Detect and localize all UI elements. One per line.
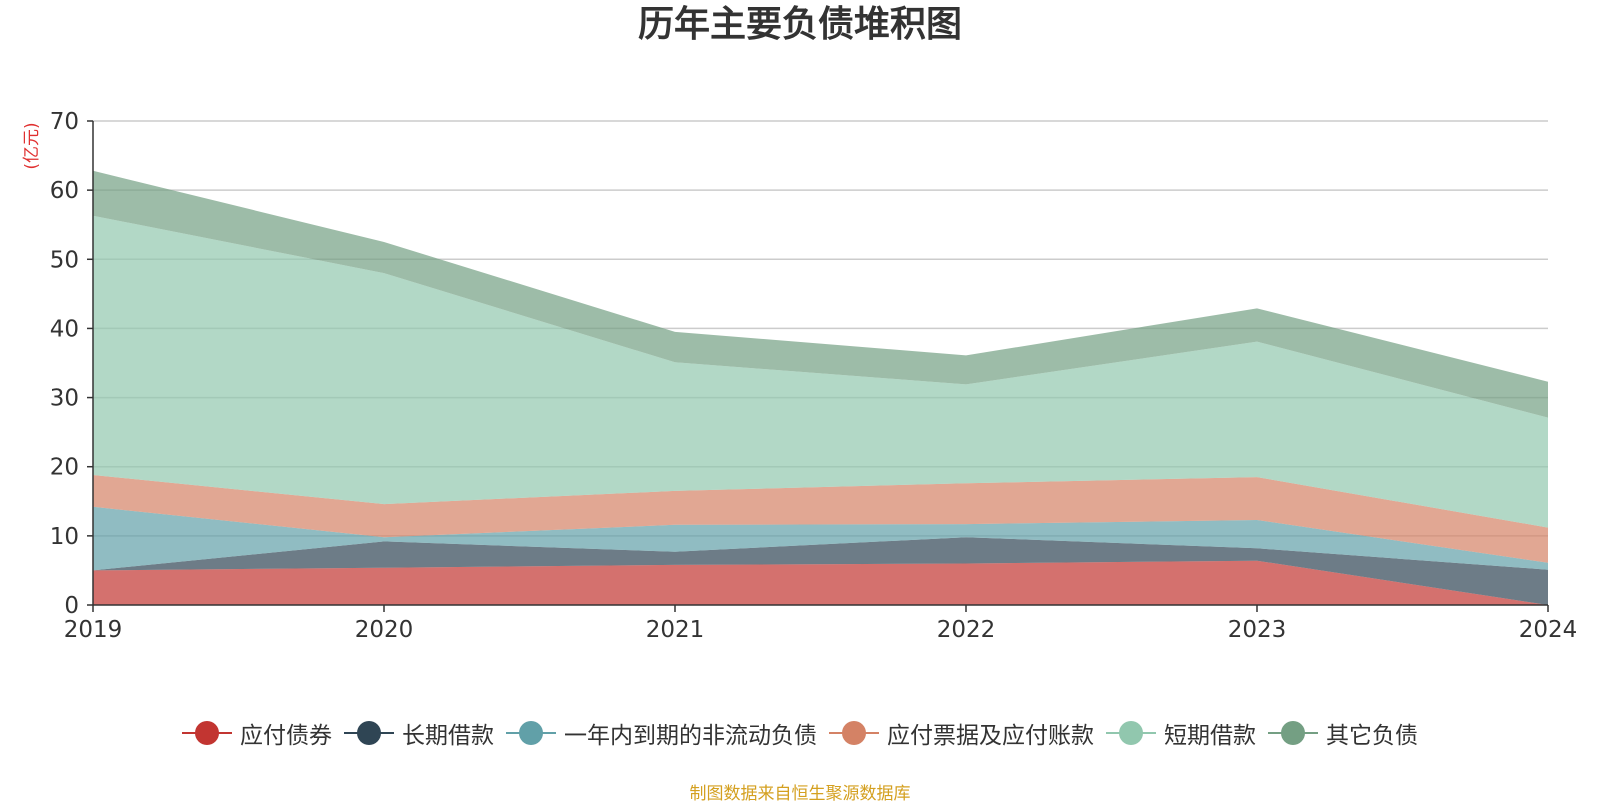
y-tick-label: 0 [64,593,79,619]
legend-item[interactable]: 其它负债 [1268,716,1418,750]
y-tick-label: 70 [50,109,79,135]
x-tick-label: 2023 [1228,617,1287,643]
legend-label: 应付债券 [240,723,332,749]
legend-marker-icon [1268,719,1318,747]
y-axis-unit-label: (亿元) [22,122,42,169]
x-tick-label: 2022 [937,617,996,643]
x-tick-label: 2024 [1519,617,1578,643]
legend-dot [195,721,219,745]
legend-item[interactable]: 长期借款 [344,716,494,750]
legend-item[interactable]: 一年内到期的非流动负债 [506,716,817,750]
area-2 [93,506,1548,571]
area-3 [93,475,1548,563]
legend-dot [519,721,543,745]
legend-dot [357,721,381,745]
legend-label: 长期借款 [402,723,494,749]
legend-dot [842,721,866,745]
x-tick-label: 2020 [355,617,414,643]
legend-marker-icon [506,719,556,747]
legend: 应付债券 长期借款 一年内到期的非流动负债 应付票据及应付账款 短期借款 其它负债 [0,716,1600,750]
legend-dot [1119,721,1143,745]
x-tick-label: 2019 [64,617,123,643]
y-tick-label: 40 [50,316,79,342]
y-tick-label: 10 [50,524,79,550]
legend-label: 应付票据及应付账款 [887,723,1094,749]
legend-marker-icon [1106,719,1156,747]
area-0 [93,560,1548,605]
y-tick-label: 60 [50,178,79,204]
legend-item[interactable]: 应付债券 [182,716,332,750]
legend-dot [1281,721,1305,745]
legend-label: 一年内到期的非流动负债 [564,723,817,749]
x-tick-label: 2021 [646,617,705,643]
source-note: 制图数据来自恒生聚源数据库 [689,784,911,804]
legend-label: 其它负债 [1326,723,1418,749]
area-5 [93,170,1548,418]
area-4 [93,215,1548,528]
legend-marker-icon [344,719,394,747]
y-tick-label: 50 [50,247,79,273]
legend-marker-icon [182,719,232,747]
axes: 0 10 20 30 40 50 60 70 2019 2020 2021 2022 2023 2024 [50,109,1578,643]
chart-title: 历年主要负债堆积图 [637,4,962,45]
area-series [93,170,1548,605]
legend-item[interactable]: 短期借款 [1106,716,1256,750]
y-tick-label: 20 [50,455,79,481]
y-tick-label: 30 [50,386,79,412]
legend-marker-icon [829,719,879,747]
legend-label: 短期借款 [1164,723,1256,749]
area-1 [93,537,1548,605]
legend-item[interactable]: 应付票据及应付账款 [829,716,1094,750]
